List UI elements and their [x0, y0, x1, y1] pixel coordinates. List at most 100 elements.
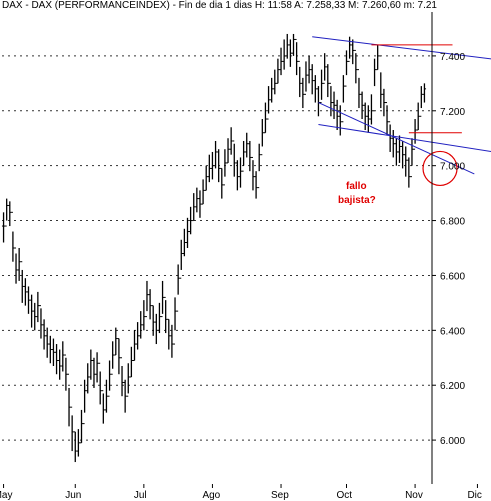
- ohlc-bar: [148, 289, 152, 320]
- ohlc-bar: [79, 409, 84, 444]
- ohlc-bar: [123, 379, 127, 413]
- ohlc-bar: [154, 313, 158, 345]
- ohlc-bar: [341, 75, 345, 123]
- ohlc-bar: [223, 149, 227, 186]
- ohlc-bar: [11, 211, 15, 262]
- ohlc-bar: [39, 305, 43, 339]
- ohlc-bar: [1, 212, 6, 243]
- ohlc-bar: [263, 102, 268, 134]
- ohlc-bar: [332, 91, 336, 120]
- ohlc-bar: [145, 280, 149, 318]
- trend-annotations: [312, 36, 491, 187]
- ohlc-bar: [30, 294, 34, 328]
- ohlc-bar: [5, 198, 9, 227]
- ohlc-bar: [167, 318, 171, 350]
- ohlc-bar: [363, 102, 367, 130]
- ohlc-bar: [139, 311, 143, 339]
- ohlc-bar: [42, 319, 46, 350]
- ohlc-bar: [179, 239, 183, 279]
- ohlc-bar: [242, 140, 246, 172]
- ohlc-bar: [388, 121, 392, 152]
- ohlc-bar: [198, 190, 202, 218]
- ohlc-bar: [282, 39, 286, 70]
- x-tick-label: Nov: [405, 490, 423, 501]
- ohlc-bar: [104, 379, 109, 413]
- ohlc-bar: [17, 248, 21, 281]
- ohlc-bar: [67, 373, 71, 427]
- ohlc-bar: [419, 86, 423, 117]
- ohlc-bar: [207, 154, 211, 183]
- ohlc-bar: [416, 102, 420, 131]
- chart-title: DAX - DAX (PERFORMANCEINDEX) - Fin de di…: [2, 0, 437, 11]
- ohlc-bar: [58, 349, 62, 380]
- ohlc-bar: [76, 429, 80, 457]
- ohlc-bar: [394, 138, 398, 166]
- x-tick-label: Oct: [337, 490, 353, 501]
- ohlc-bar: [129, 346, 133, 378]
- ohlc-bar: [120, 357, 124, 397]
- ohlc-bar: [48, 335, 52, 364]
- ohlc-bar: [160, 280, 165, 318]
- y-axis: 6.000 6.200 6.400 6.600 6.800 7.000 7.200 7.400: [432, 52, 465, 447]
- trendline: [318, 124, 491, 152]
- ohlc-bar: [54, 344, 59, 375]
- ohlc-bar: [45, 327, 49, 358]
- ohlc-bar: [220, 167, 224, 199]
- ohlc-bar: [151, 305, 155, 336]
- ohlc-bar: [101, 390, 105, 424]
- trendline: [318, 102, 475, 175]
- ohlc-bar: [251, 156, 255, 191]
- ohlc-bar: [176, 264, 180, 312]
- ohlc-bar: [185, 217, 190, 248]
- ohlc-bar: [14, 247, 18, 284]
- ohlc-bar: [51, 338, 56, 366]
- ohlc-bar: [238, 157, 243, 188]
- x-tick-label: Ago: [202, 490, 220, 501]
- ohlc-bar: [348, 36, 352, 62]
- ohlc-bar: [351, 39, 355, 65]
- ohlc-bar: [313, 75, 317, 103]
- ohlc-bar: [64, 354, 68, 391]
- ohlc-bar: [369, 94, 374, 125]
- annotation-fallo: fallo: [346, 181, 367, 192]
- ohlc-bar: [376, 44, 380, 71]
- ohlc-bar: [307, 55, 311, 84]
- ohlc-bar: [70, 406, 74, 452]
- y-tick-label: 6.600: [440, 271, 465, 282]
- x-tick-label: May: [0, 490, 12, 501]
- ohlc-bar: [379, 55, 383, 109]
- y-tick-label: 7.400: [440, 52, 465, 63]
- y-tick-label: 6.200: [440, 381, 465, 392]
- ohlc-bar: [326, 64, 330, 98]
- ohlc-bar: [210, 151, 215, 180]
- ohlc-bar: [295, 38, 299, 76]
- ohlc-bar: [213, 140, 218, 169]
- ohlc-bar: [86, 363, 90, 394]
- price-bars: [1, 33, 427, 463]
- ohlc-bar: [270, 77, 274, 103]
- ohlc-bar: [410, 138, 414, 178]
- ohlc-bar: [89, 349, 93, 380]
- annotation-bajista: bajista?: [338, 195, 376, 206]
- trendline: [312, 36, 491, 60]
- ohlc-bar: [273, 69, 277, 95]
- highlight-circle: [422, 150, 458, 187]
- y-tick-label: 6.000: [440, 436, 465, 447]
- x-tick-label: Jun: [65, 490, 81, 501]
- ohlc-bar: [329, 82, 333, 117]
- ohlc-bar: [391, 130, 395, 158]
- ohlc-bar: [404, 146, 408, 177]
- ohlc-bar: [92, 357, 96, 388]
- ohlc-bar: [338, 105, 342, 136]
- x-tick-label: Dic: [467, 490, 481, 501]
- ohlc-bar: [204, 165, 208, 191]
- ohlc-bar: [319, 69, 324, 104]
- ohlc-bar: [360, 91, 364, 120]
- ohlc-bar: [257, 143, 261, 189]
- ohlc-bar: [301, 77, 305, 109]
- ohlc-bar: [107, 360, 112, 397]
- ohlc-bar: [276, 58, 280, 84]
- ohlc-bar: [357, 69, 361, 109]
- ohlc-bar: [316, 86, 321, 117]
- x-tick-label: Jul: [134, 490, 147, 501]
